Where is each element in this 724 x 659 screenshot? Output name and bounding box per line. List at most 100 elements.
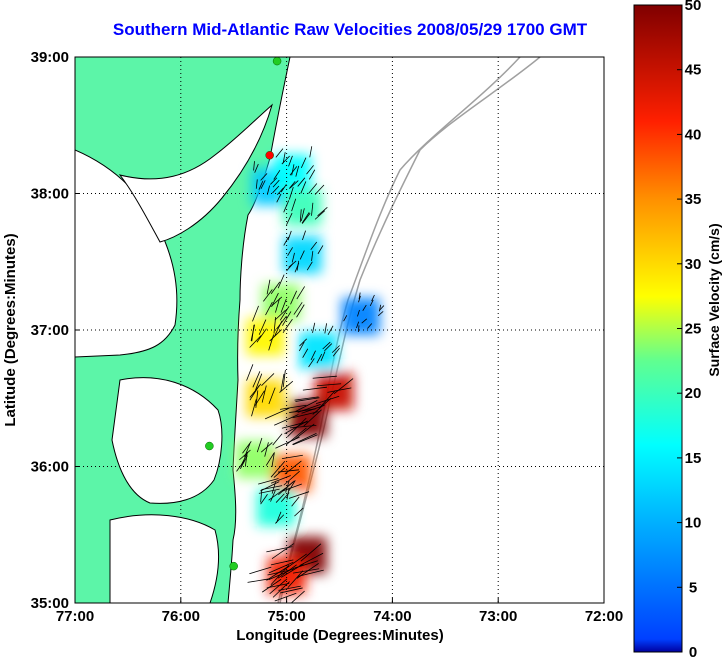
- velocity-arrow: [290, 290, 298, 305]
- velocity-arrow: [379, 305, 385, 311]
- velocity-arrow: [244, 451, 248, 467]
- velocity-arrow: [283, 481, 294, 491]
- velocity-arrow: [277, 469, 300, 473]
- velocity-arrow: [358, 295, 361, 303]
- velocity-arrow: [287, 247, 293, 256]
- velocity-arrow: [314, 210, 326, 220]
- x-tick-label: 77:00: [56, 608, 94, 625]
- velocity-arrow: [268, 487, 287, 501]
- x-tick-label: 73:00: [479, 608, 517, 625]
- velocity-arrow: [311, 251, 314, 261]
- velocity-cell: [341, 297, 380, 335]
- velocity-arrow: [371, 294, 375, 302]
- velocity-arrow: [269, 578, 288, 595]
- velocity-arrow: [286, 487, 290, 500]
- velocity-arrow: [280, 404, 307, 410]
- velocity-arrow: [272, 433, 283, 446]
- velocity-arrow: [291, 252, 295, 263]
- y-tick-label: 37:00: [31, 322, 69, 339]
- velocity-arrow: [280, 587, 303, 594]
- y-ticks: 35:00 36:00 37:00 38:00 39:00: [31, 49, 80, 612]
- velocity-cell: [262, 284, 301, 322]
- colorbar-tick-label: 30: [685, 256, 702, 273]
- velocity-arrow: [264, 442, 269, 457]
- velocity-arrow: [276, 193, 282, 203]
- velocity-arrow: [309, 146, 313, 158]
- velocity-arrow: [369, 299, 374, 307]
- y-tick-label: 36:00: [31, 459, 69, 476]
- velocity-arrow: [269, 329, 282, 342]
- velocity-arrow: [289, 180, 299, 189]
- velocity-arrow: [356, 321, 360, 329]
- velocity-arrow: [316, 353, 323, 364]
- y-tick-label: 38:00: [31, 186, 69, 203]
- velocity-arrow: [306, 261, 313, 271]
- velocity-arrow: [271, 543, 295, 559]
- velocity-arrow: [251, 324, 255, 342]
- velocity-arrow: [270, 475, 291, 484]
- velocity-arrow: [299, 209, 302, 223]
- velocity-arrow: [316, 383, 342, 387]
- velocity-arrow: [280, 563, 305, 578]
- velocity-arrow: [357, 309, 360, 317]
- velocity-arrow: [315, 395, 340, 404]
- velocity-arrow: [283, 470, 300, 486]
- velocity-arrow: [268, 334, 275, 351]
- x-tick-label: 74:00: [373, 608, 411, 625]
- velocity-arrow: [280, 373, 285, 392]
- velocity-arrow: [283, 200, 290, 213]
- velocity-arrow: [294, 507, 304, 517]
- velocity-arrow: [291, 164, 295, 176]
- velocity-arrow: [265, 452, 275, 466]
- velocity-arrow: [299, 250, 305, 260]
- velocity-arrow: [292, 411, 319, 419]
- velocity-arrow: [289, 408, 316, 413]
- velocity-arrow: [314, 184, 325, 195]
- velocity-arrow: [308, 358, 315, 368]
- velocity-arrow: [255, 373, 263, 391]
- velocity-arrow: [303, 409, 322, 427]
- velocity-arrow: [320, 351, 326, 362]
- velocity-arrow: [279, 306, 290, 321]
- velocity-arrow: [275, 514, 285, 524]
- velocity-arrow: [277, 274, 285, 289]
- velocity-arrow: [281, 483, 302, 492]
- velocity-arrow: [297, 569, 324, 577]
- velocity-arrow: [301, 213, 311, 224]
- velocity-arrow: [317, 206, 328, 217]
- velocity-arrow: [263, 289, 273, 302]
- velocity-arrow: [308, 169, 316, 180]
- velocity-arrow: [271, 481, 276, 494]
- pamlico-sound: [109, 514, 220, 603]
- station-marker: [229, 561, 238, 571]
- velocity-arrow: [292, 432, 317, 445]
- velocity-arrow: [265, 301, 273, 316]
- velocity-arrow: [249, 383, 262, 398]
- velocity-arrow: [295, 165, 300, 177]
- velocity-arrow: [290, 590, 305, 603]
- velocity-arrow: [289, 424, 317, 429]
- velocity-arrow: [258, 488, 280, 494]
- velocity-arrow: [300, 543, 322, 562]
- y-axis-label: Latitude (Degrees:Minutes): [2, 233, 19, 426]
- velocity-arrow: [292, 568, 320, 574]
- velocity-arrow: [249, 335, 262, 348]
- velocity-arrow: [261, 578, 282, 593]
- velocity-arrow: [260, 481, 280, 492]
- velocity-arrow: [298, 341, 305, 352]
- velocity-arrow: [327, 387, 352, 393]
- velocity-arrow: [275, 148, 284, 158]
- velocity-arrow: [273, 169, 281, 180]
- x-ticks: 77:00 76:00 75:00 74:00 73:00 72:00: [56, 598, 623, 625]
- velocity-arrow: [256, 437, 263, 453]
- x-tick-label: 75:00: [267, 608, 305, 625]
- velocity-arrow: [294, 396, 319, 401]
- colorbar-tick-label: 10: [685, 515, 702, 532]
- velocity-arrow: [274, 414, 299, 426]
- velocity-arrow: [270, 490, 276, 502]
- velocity-arrow: [302, 348, 309, 358]
- colorbar-tick-label: 25: [685, 321, 702, 338]
- velocity-arrow: [333, 378, 354, 394]
- velocity-arrow: [343, 315, 348, 322]
- velocity-arrow: [256, 328, 267, 343]
